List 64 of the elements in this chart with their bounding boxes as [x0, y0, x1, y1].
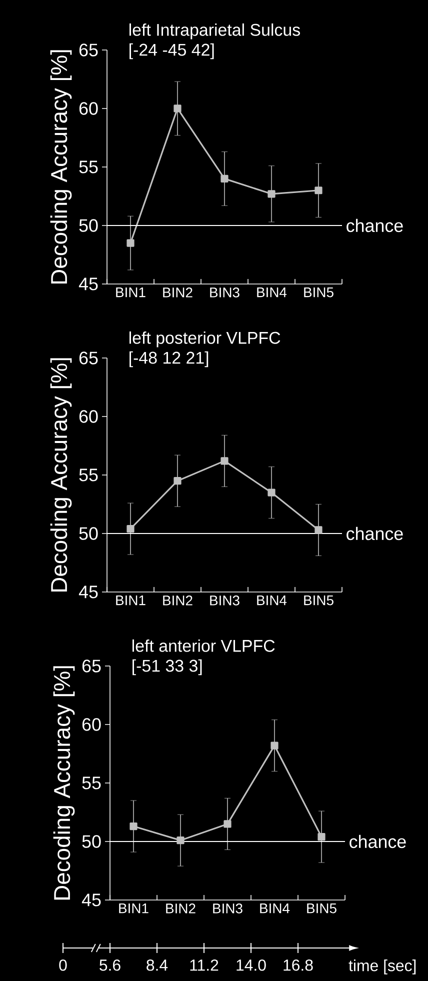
y-tick-label: 45	[82, 894, 101, 906]
point	[126, 525, 134, 533]
x-tick-label: BIN3	[210, 287, 240, 298]
x-tick-label: BIN2	[163, 287, 192, 298]
y-tick-label: 50	[79, 527, 98, 540]
text: 5.6	[100, 960, 120, 971]
y-tick-label: 45	[78, 278, 98, 290]
text: time [sec]	[348, 960, 416, 974]
x-tick-label: BIN3	[210, 596, 240, 606]
chart-subtitle: [-51 33 3]	[132, 659, 202, 676]
point	[268, 190, 276, 198]
x-tick-label: BIN1	[116, 596, 146, 606]
y-tick-label: 65	[82, 660, 101, 672]
x-tick-label: BIN5	[304, 596, 334, 606]
text: 11.2	[190, 960, 218, 971]
point	[314, 186, 322, 194]
x-tick-label: BIN1	[116, 288, 146, 298]
text: 16.8	[284, 960, 313, 971]
point	[126, 239, 134, 247]
y-tick-label: 50	[82, 835, 101, 848]
x-tick-label: BIN4	[260, 904, 290, 914]
x-tick-label: BIN5	[304, 288, 334, 298]
y-axis-title: Decoding Accuracy [%]	[50, 50, 72, 284]
x-tick-label: BIN4	[257, 288, 287, 298]
chart-title: left anterior VLPFC	[132, 639, 275, 652]
y-tick-label: 65	[79, 44, 98, 56]
point	[268, 488, 276, 496]
point	[176, 836, 184, 844]
y-tick-label: 55	[82, 776, 101, 790]
y-tick-label: 65	[79, 352, 98, 364]
x-tick-label: BIN1	[119, 904, 148, 914]
ref-line-label: chance	[346, 526, 403, 540]
point	[314, 526, 322, 534]
point	[220, 174, 228, 182]
point	[224, 820, 232, 828]
x-tick-label: BIN2	[166, 904, 196, 914]
y-tick-label: 55	[79, 160, 98, 174]
text: 8.4	[146, 960, 168, 971]
y-tick-label: 60	[79, 410, 98, 423]
x-tick-label: BIN4	[257, 596, 287, 606]
point	[174, 104, 182, 112]
text: 14.0	[236, 960, 266, 971]
chart-title: left posterior VLPFC	[129, 331, 280, 348]
chart-subtitle: [-48 12 21]	[130, 351, 208, 368]
chart-title: left Intraparietal Sulcus	[129, 23, 300, 40]
x-tick-label: BIN5	[307, 904, 336, 914]
y-tick-label: 60	[79, 102, 98, 115]
y-axis-title: Decoding Accuracy [%]	[53, 666, 75, 900]
y-tick-label: 45	[78, 586, 98, 598]
point	[220, 457, 228, 465]
ref-line-label: chance	[346, 218, 403, 232]
y-tick-label: 50	[79, 219, 98, 232]
y-tick-label: 55	[79, 468, 98, 482]
point	[130, 822, 138, 830]
point	[174, 477, 182, 485]
chart-subtitle: [-24 -45 42]	[130, 43, 214, 60]
point	[318, 833, 326, 841]
y-tick-label: 60	[82, 718, 101, 731]
point	[270, 742, 278, 750]
y-axis-title: Decoding Accuracy [%]	[50, 358, 72, 592]
ref-line-label: chance	[350, 834, 406, 848]
text: 0	[59, 960, 67, 971]
x-tick-label: BIN2	[163, 596, 192, 606]
x-tick-label: BIN3	[213, 904, 242, 914]
